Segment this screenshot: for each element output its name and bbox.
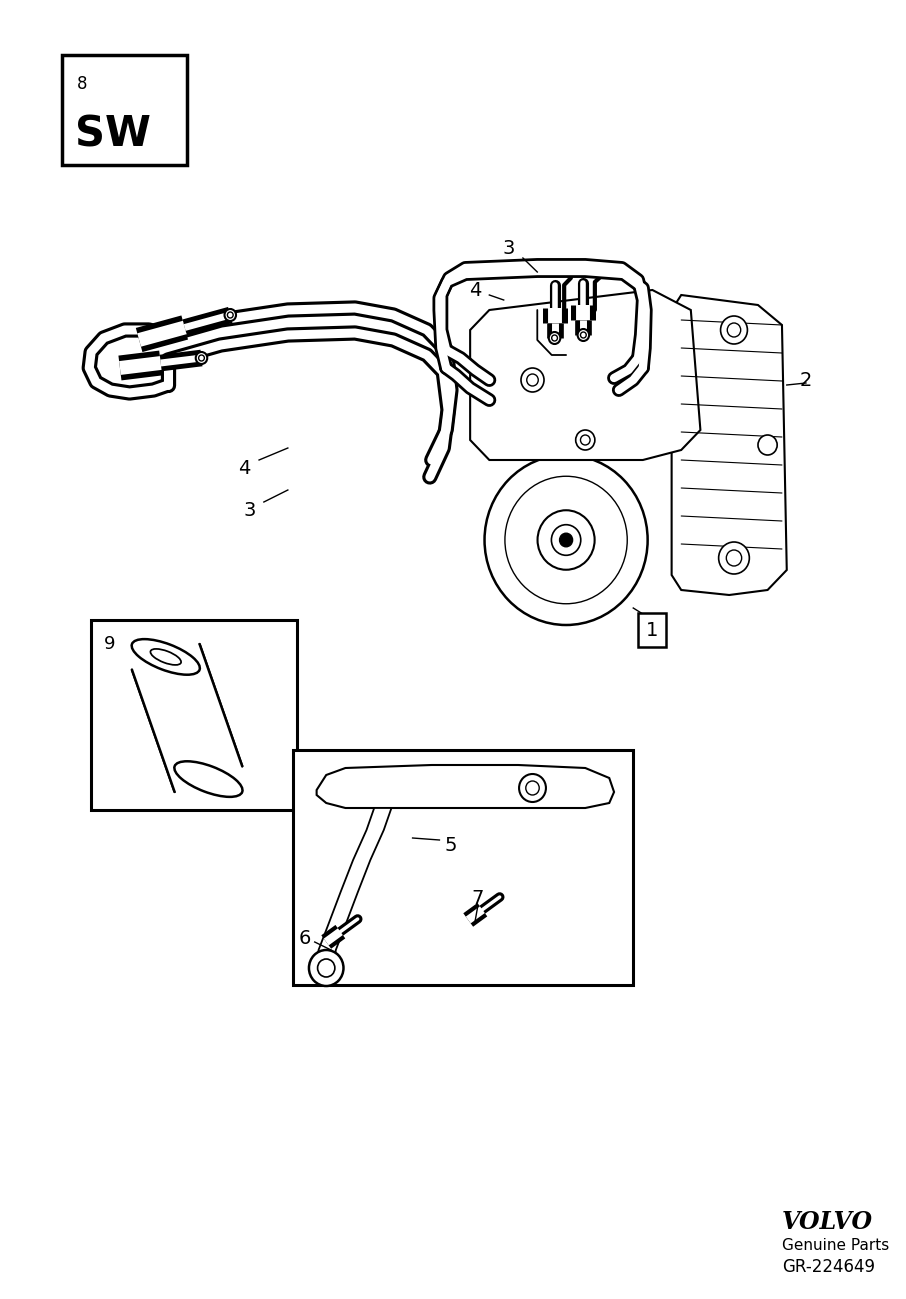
- Circle shape: [727, 549, 742, 566]
- Circle shape: [578, 329, 589, 342]
- Circle shape: [575, 430, 595, 449]
- Circle shape: [309, 950, 343, 986]
- Circle shape: [526, 374, 538, 386]
- Text: VOLVO: VOLVO: [782, 1209, 873, 1234]
- Text: 2: 2: [800, 370, 812, 390]
- Polygon shape: [671, 295, 786, 595]
- Text: Genuine Parts: Genuine Parts: [782, 1238, 889, 1254]
- Circle shape: [521, 368, 544, 392]
- Circle shape: [485, 455, 648, 625]
- Text: 8: 8: [77, 75, 87, 94]
- Circle shape: [225, 309, 236, 321]
- Text: 1: 1: [646, 621, 659, 639]
- Bar: [293, 750, 633, 985]
- Bar: [63, 55, 188, 165]
- Text: SW: SW: [75, 113, 150, 155]
- Circle shape: [552, 525, 581, 555]
- Circle shape: [758, 435, 777, 455]
- Circle shape: [552, 335, 557, 342]
- Circle shape: [537, 511, 594, 570]
- Circle shape: [720, 316, 747, 344]
- Text: 3: 3: [244, 500, 255, 520]
- Circle shape: [519, 774, 546, 801]
- Circle shape: [227, 312, 233, 318]
- Text: 5: 5: [445, 835, 458, 855]
- Text: 3: 3: [502, 239, 515, 257]
- Text: 4: 4: [468, 281, 481, 300]
- Circle shape: [549, 333, 560, 344]
- Text: 4: 4: [238, 459, 251, 478]
- Text: GR-224649: GR-224649: [782, 1257, 875, 1276]
- Ellipse shape: [131, 639, 200, 674]
- Polygon shape: [132, 644, 242, 792]
- Circle shape: [728, 323, 741, 336]
- Circle shape: [560, 533, 573, 547]
- Polygon shape: [316, 765, 614, 808]
- Circle shape: [581, 333, 586, 338]
- Text: 9: 9: [103, 635, 115, 653]
- Circle shape: [198, 355, 205, 361]
- Circle shape: [318, 959, 335, 977]
- Bar: [92, 620, 297, 811]
- Text: 6: 6: [299, 929, 312, 947]
- Text: 7: 7: [472, 889, 484, 908]
- Ellipse shape: [174, 761, 243, 796]
- Circle shape: [525, 781, 539, 795]
- Circle shape: [581, 435, 590, 446]
- Polygon shape: [316, 808, 391, 968]
- Ellipse shape: [150, 650, 181, 665]
- Circle shape: [505, 477, 627, 604]
- Circle shape: [718, 542, 749, 574]
- Circle shape: [196, 352, 207, 364]
- Polygon shape: [470, 290, 700, 460]
